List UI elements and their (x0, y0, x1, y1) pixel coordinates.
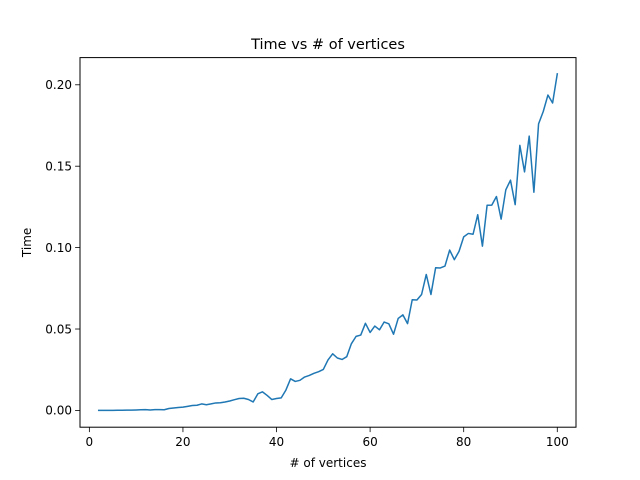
y-tick-label: 0.20 (45, 78, 72, 92)
y-tick-label: 0.15 (45, 160, 72, 174)
series-layer (97, 73, 559, 412)
y-axis: 0.00 0.05 0.10 0.15 0.20 (45, 78, 80, 418)
y-tick-label: 0.10 (45, 241, 72, 255)
x-axis: 0 20 40 60 80 100 (86, 427, 569, 449)
x-tick-label: 100 (546, 435, 569, 449)
y-tick-label: 0.05 (45, 322, 72, 336)
x-tick-label: 80 (456, 435, 471, 449)
y-tick-label: 0.00 (45, 404, 72, 418)
plot-frame (79, 57, 577, 428)
x-tick-label: 20 (175, 435, 190, 449)
series-line-0 (97, 73, 559, 412)
y-axis-label: Time (20, 228, 34, 258)
x-tick-label: 60 (362, 435, 377, 449)
x-tick-label: 0 (86, 435, 94, 449)
x-tick-label: 40 (269, 435, 284, 449)
x-axis-label: # of vertices (290, 456, 367, 470)
chart-title: Time vs # of vertices (250, 37, 405, 53)
